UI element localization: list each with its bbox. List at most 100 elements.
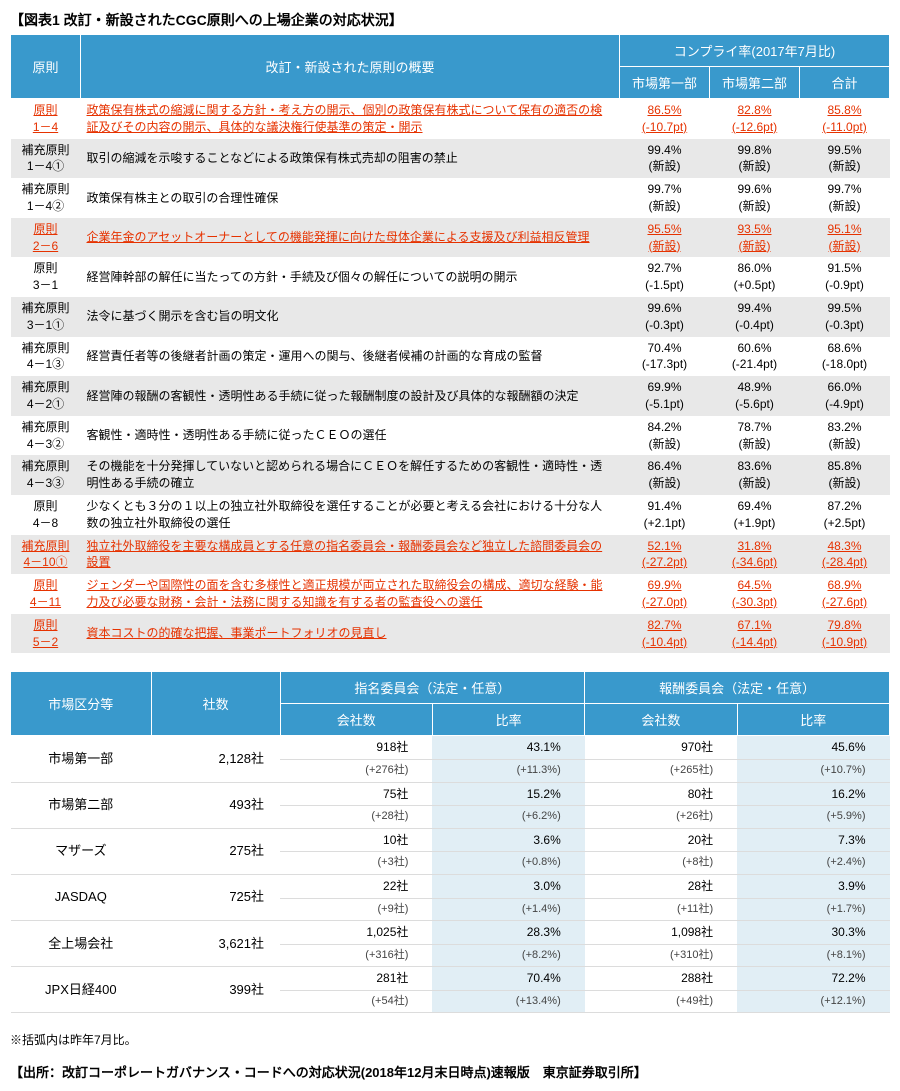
table-note: ※括弧内は昨年7月比。: [10, 1031, 890, 1048]
market-cell: JPX日経400: [11, 967, 152, 1013]
table-row: JPX日経400399社281社70.4%288社72.2%: [11, 967, 890, 991]
th-summary: 改訂・新設された原則の概要: [81, 35, 620, 99]
comp-ratio-cell: 72.2%: [737, 967, 889, 991]
comp-companies-cell: 28社: [585, 874, 737, 898]
total-cell: 87.2%(+2.5pt): [800, 495, 890, 535]
market2-cell: 60.6%(-21.4pt): [710, 337, 800, 377]
comp-companies-delta: (+8社): [585, 852, 737, 874]
th-comp-group: 報酬委員会（法定・任意）: [585, 672, 890, 704]
market1-cell: 86.4%(新設): [620, 455, 710, 495]
total-cell: 68.6%(-18.0pt): [800, 337, 890, 377]
summary-cell: ジェンダーや国際性の面を含む多様性と適正規模が両立された取締役会の構成、適切な経…: [81, 574, 620, 614]
table-row: 補充原則4－3③その機能を十分発揮していないと認められる場合にＣＥＯを解任するた…: [11, 455, 890, 495]
comp-ratio-delta: (+2.4%): [737, 852, 889, 874]
table-row: 補充原則1－4①取引の縮減を示唆することなどによる政策保有株式売却の阻害の禁止9…: [11, 139, 890, 179]
comp-ratio-cell: 45.6%: [737, 736, 889, 760]
principle-cell: 原則2－6: [11, 218, 81, 258]
nom-ratio-cell: 3.6%: [432, 828, 584, 852]
principle-cell: 補充原則4－10①: [11, 535, 81, 575]
th-market-segment: 市場区分等: [11, 672, 152, 736]
comp-ratio-delta: (+10.7%): [737, 760, 889, 782]
market2-cell: 93.5%(新設): [710, 218, 800, 258]
market2-cell: 99.8%(新設): [710, 139, 800, 179]
comp-companies-delta: (+310社): [585, 944, 737, 966]
nom-companies-cell: 75社: [280, 782, 432, 806]
summary-cell: 経営陣幹部の解任に当たっての方針・手続及び個々の解任についての説明の開示: [81, 257, 620, 297]
nom-ratio-delta: (+8.2%): [432, 944, 584, 966]
table-row: 原則2－6企業年金のアセットオーナーとしての機能発揮に向けた母体企業による支援及…: [11, 218, 890, 258]
count-cell: 3,621社: [151, 921, 280, 967]
th-market2: 市場第二部: [710, 67, 800, 99]
market2-cell: 82.8%(-12.6pt): [710, 99, 800, 139]
comp-ratio-delta: (+8.1%): [737, 944, 889, 966]
table-row: 補充原則4－2①経営陣の報酬の客観性・透明性ある手続に従った報酬制度の設計及び具…: [11, 376, 890, 416]
principle-cell: 補充原則4－2①: [11, 376, 81, 416]
nom-companies-cell: 918社: [280, 736, 432, 760]
comp-companies-cell: 288社: [585, 967, 737, 991]
comp-companies-delta: (+265社): [585, 760, 737, 782]
th-compliance-group: コンプライ率(2017年7月比): [620, 35, 890, 67]
market1-cell: 91.4%(+2.1pt): [620, 495, 710, 535]
comp-companies-delta: (+26社): [585, 806, 737, 828]
th-company-count: 社数: [151, 672, 280, 736]
total-cell: 48.3%(-28.4pt): [800, 535, 890, 575]
nom-ratio-delta: (+11.3%): [432, 760, 584, 782]
total-cell: 66.0%(-4.9pt): [800, 376, 890, 416]
source-citation: 【出所：改訂コーポレートガバナンス・コードへの対応状況(2018年12月末日時点…: [10, 1062, 890, 1081]
market1-cell: 70.4%(-17.3pt): [620, 337, 710, 377]
principle-cell: 補充原則3－1①: [11, 297, 81, 337]
summary-cell: 少なくとも３分の１以上の独立社外取締役を選任することが必要と考える会社における十…: [81, 495, 620, 535]
principle-cell: 補充原則4－3③: [11, 455, 81, 495]
nom-companies-cell: 10社: [280, 828, 432, 852]
table-row: 補充原則1－4②政策保有株主との取引の合理性確保99.7%(新設)99.6%(新…: [11, 178, 890, 218]
comp-companies-cell: 970社: [585, 736, 737, 760]
summary-cell: 資本コストの的確な把握、事業ポートフォリオの見直し: [81, 614, 620, 654]
total-cell: 83.2%(新設): [800, 416, 890, 456]
table-row: マザーズ275社10社3.6%20社7.3%: [11, 828, 890, 852]
count-cell: 399社: [151, 967, 280, 1013]
comp-companies-cell: 20社: [585, 828, 737, 852]
market1-cell: 99.7%(新設): [620, 178, 710, 218]
market1-cell: 99.4%(新設): [620, 139, 710, 179]
nom-ratio-delta: (+1.4%): [432, 898, 584, 920]
summary-cell: 取引の縮減を示唆することなどによる政策保有株式売却の阻害の禁止: [81, 139, 620, 179]
principle-cell: 補充原則1－4②: [11, 178, 81, 218]
nom-ratio-delta: (+13.4%): [432, 991, 584, 1013]
table-row: JASDAQ725社22社3.0%28社3.9%: [11, 874, 890, 898]
total-cell: 91.5%(-0.9pt): [800, 257, 890, 297]
total-cell: 79.8%(-10.9pt): [800, 614, 890, 654]
nom-companies-cell: 1,025社: [280, 921, 432, 945]
table-row: 市場第一部2,128社918社43.1%970社45.6%: [11, 736, 890, 760]
principle-cell: 原則1－4: [11, 99, 81, 139]
nom-ratio-delta: (+0.8%): [432, 852, 584, 874]
market2-cell: 99.6%(新設): [710, 178, 800, 218]
total-cell: 85.8%(新設): [800, 455, 890, 495]
comp-ratio-cell: 30.3%: [737, 921, 889, 945]
compliance-table: 原則 改訂・新設された原則の概要 コンプライ率(2017年7月比) 市場第一部 …: [10, 34, 890, 653]
summary-cell: 独立社外取締役を主要な構成員とする任意の指名委員会・報酬委員会など独立した諮問委…: [81, 535, 620, 575]
table-row: 補充原則3－1①法令に基づく開示を含む旨の明文化99.6%(-0.3pt)99.…: [11, 297, 890, 337]
market1-cell: 69.9%(-5.1pt): [620, 376, 710, 416]
comp-companies-cell: 1,098社: [585, 921, 737, 945]
th-nom-ratio: 比率: [432, 704, 584, 736]
total-cell: 99.5%(新設): [800, 139, 890, 179]
market2-cell: 31.8%(-34.6pt): [710, 535, 800, 575]
comp-companies-delta: (+11社): [585, 898, 737, 920]
summary-cell: 経営陣の報酬の客観性・透明性ある手続に従った報酬制度の設計及び具体的な報酬額の決…: [81, 376, 620, 416]
market2-cell: 67.1%(-14.4pt): [710, 614, 800, 654]
summary-cell: 企業年金のアセットオーナーとしての機能発揮に向けた母体企業による支援及び利益相反…: [81, 218, 620, 258]
summary-cell: 客観性・適時性・透明性ある手続に従ったＣＥＯの選任: [81, 416, 620, 456]
nom-ratio-cell: 15.2%: [432, 782, 584, 806]
nom-companies-delta: (+276社): [280, 760, 432, 782]
market-cell: 市場第二部: [11, 782, 152, 828]
nom-ratio-cell: 43.1%: [432, 736, 584, 760]
market1-cell: 99.6%(-0.3pt): [620, 297, 710, 337]
market1-cell: 86.5%(-10.7pt): [620, 99, 710, 139]
th-principle: 原則: [11, 35, 81, 99]
nom-companies-cell: 281社: [280, 967, 432, 991]
nom-ratio-delta: (+6.2%): [432, 806, 584, 828]
total-cell: 68.9%(-27.6pt): [800, 574, 890, 614]
nom-ratio-cell: 28.3%: [432, 921, 584, 945]
market2-cell: 86.0%(+0.5pt): [710, 257, 800, 297]
principle-cell: 原則4－8: [11, 495, 81, 535]
